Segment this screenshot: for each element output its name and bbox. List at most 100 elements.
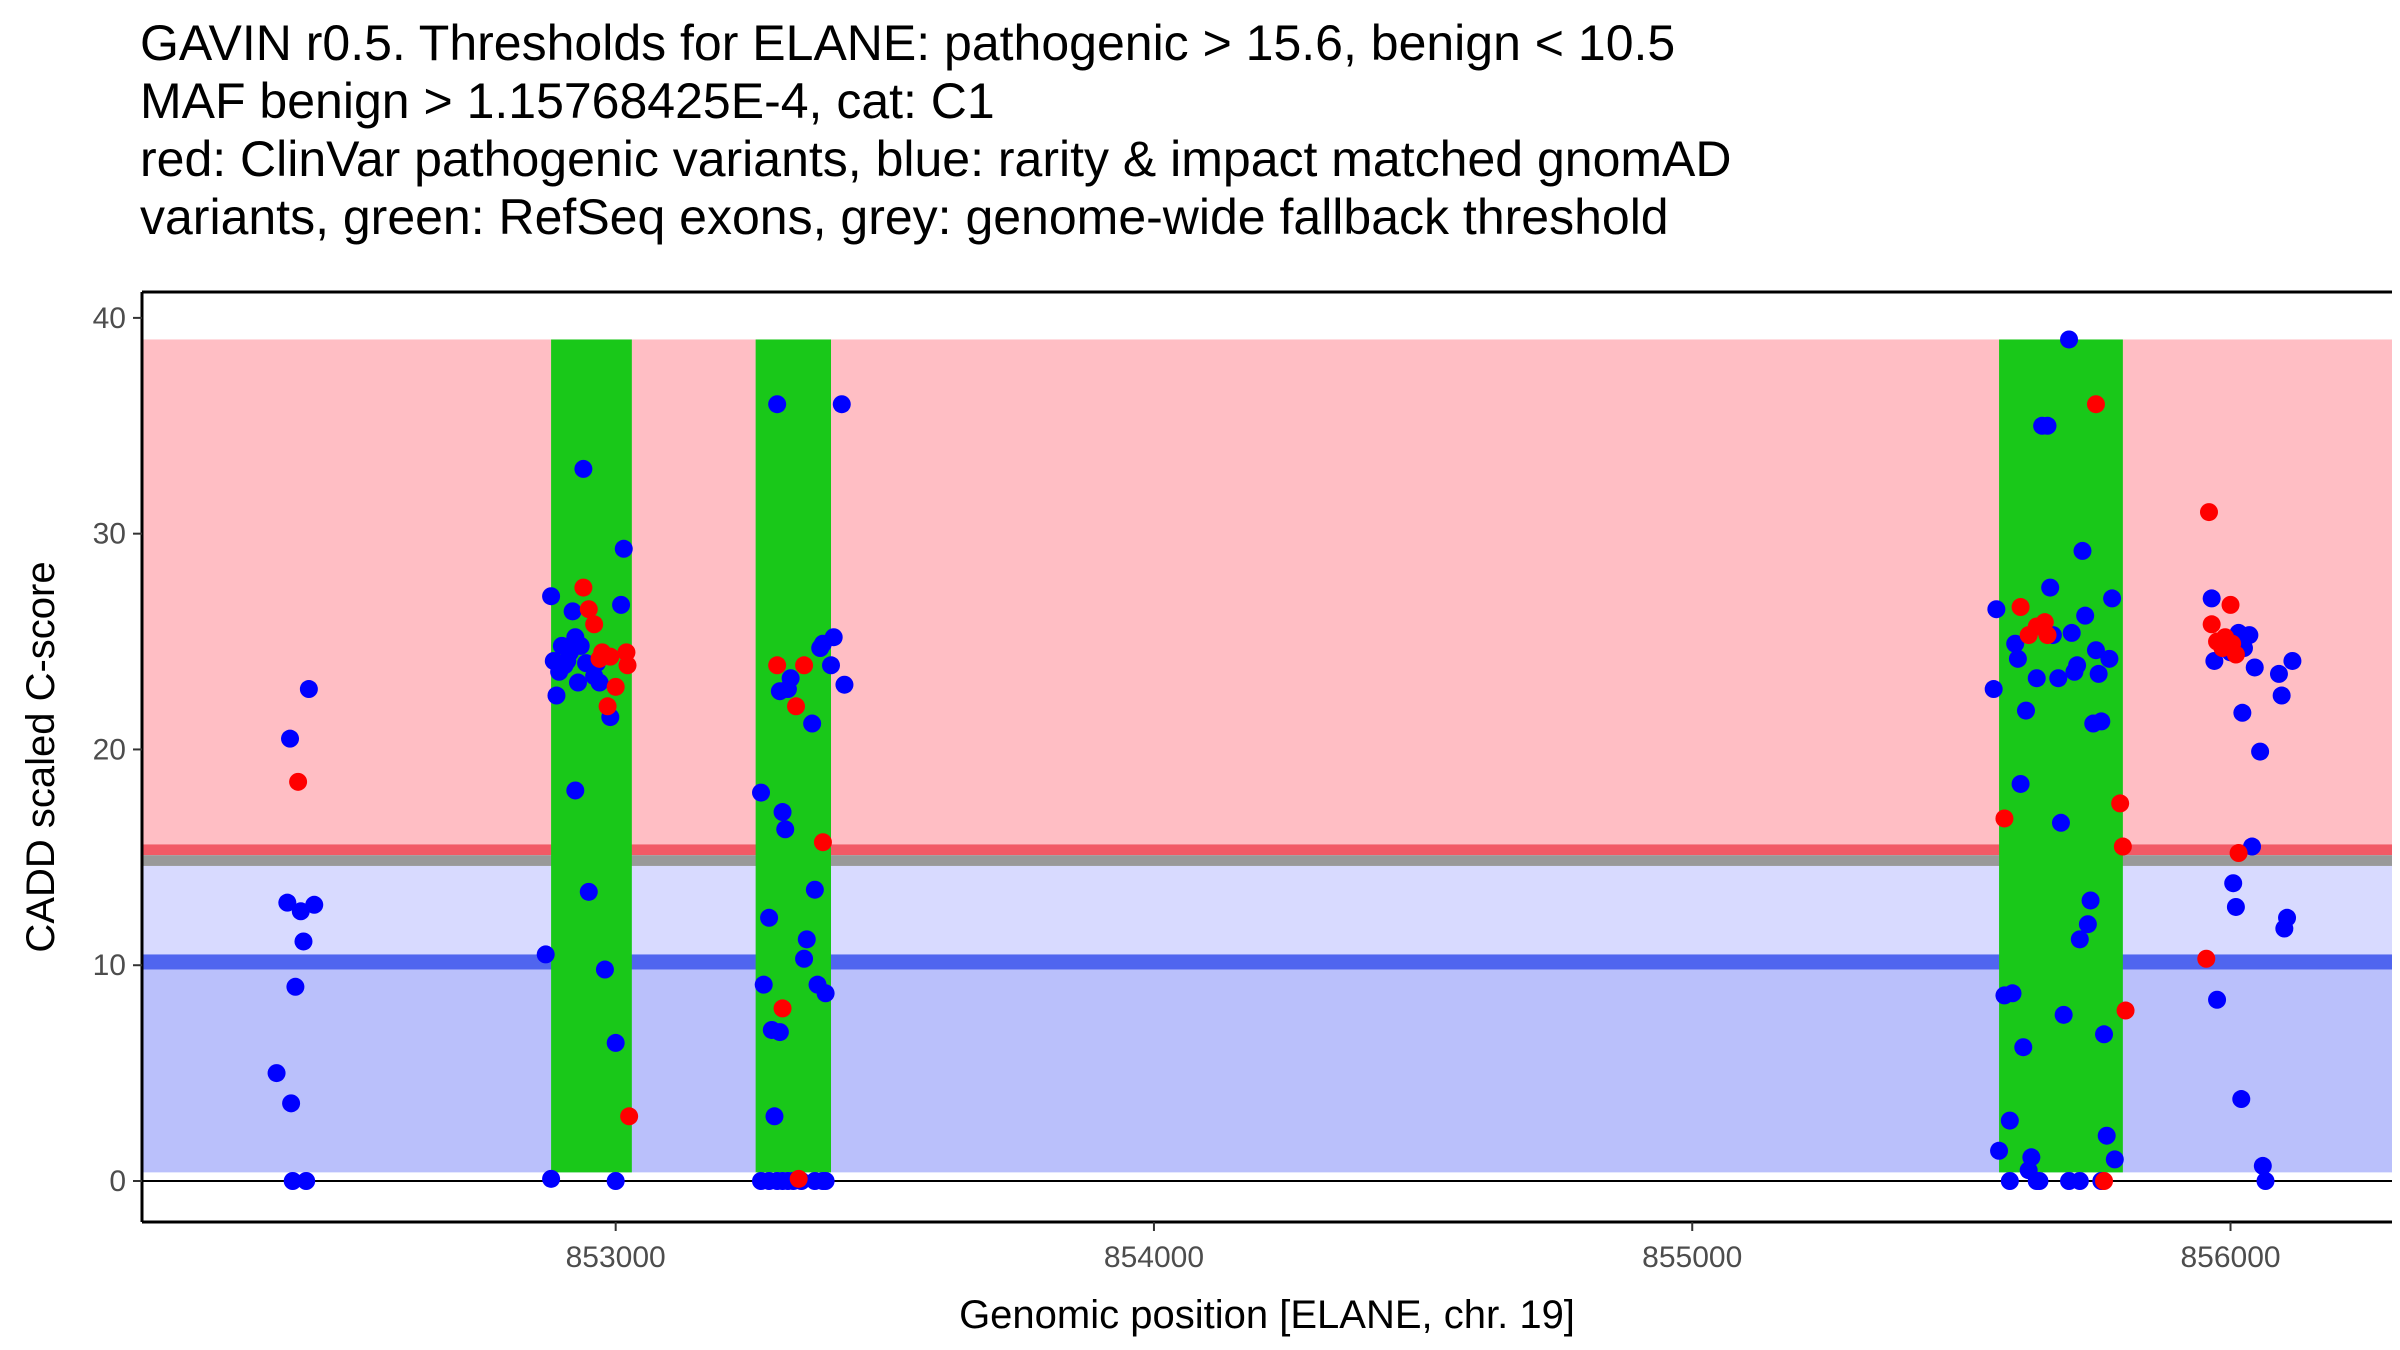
clinvar-point [813, 833, 832, 852]
gnomad-point [2006, 634, 2025, 653]
chart-title: GAVIN r0.5. Thresholds for ELANE: pathog… [140, 14, 1731, 246]
gnomad-point [754, 975, 773, 994]
gnomad-point [2097, 1126, 2116, 1145]
gnomad-point [2226, 897, 2245, 916]
gnomad-point [2205, 651, 2224, 670]
pathogenic-threshold-band [142, 844, 2392, 856]
gnomad-point [595, 960, 614, 979]
gnomad-point [299, 680, 318, 699]
gnomad-point [2070, 1172, 2089, 1191]
clinvar-point [606, 677, 625, 696]
gnomad-point [2022, 1148, 2041, 1167]
gnomad-point [832, 395, 851, 414]
x-tick-label: 855000 [1642, 1241, 1742, 1274]
gnomad-point [569, 673, 588, 692]
gnomad-point [773, 803, 792, 822]
gnomad-point [2232, 1090, 2251, 1109]
clinvar-point [2226, 645, 2245, 664]
gnomad-point [2060, 330, 2079, 349]
gnomad-point [2038, 416, 2057, 435]
gnomad-point [2070, 930, 2089, 949]
gnomad-point-series [267, 330, 2302, 1191]
gnomad-point [2272, 686, 2291, 705]
gnomad-point [803, 714, 822, 733]
gnomad-point [278, 893, 297, 912]
clinvar-point [598, 697, 617, 716]
gnomad-point [2014, 1038, 2033, 1057]
gnomad-point [571, 636, 590, 655]
y-tick-label: 20 [93, 733, 126, 766]
clinvar-point [2202, 615, 2221, 634]
title-line-4: variants, green: RefSeq exons, grey: gen… [140, 189, 1669, 245]
gnomad-point [2233, 703, 2252, 722]
gnomad-point [281, 729, 300, 748]
gnomad-point [267, 1064, 286, 1083]
clinvar-point [768, 656, 787, 675]
gnomad-point [768, 395, 787, 414]
clinvar-point [620, 1107, 639, 1126]
clinvar-point [789, 1169, 808, 1188]
clinvar-point [795, 656, 814, 675]
clinvar-point [1995, 809, 2014, 828]
clinvar-point [289, 772, 308, 791]
gnomad-point [614, 539, 633, 558]
gnomad-point [2103, 589, 2122, 608]
clinvar-point [787, 697, 806, 716]
fallback-threshold-band [142, 855, 2392, 866]
axes: 0 10 20 30 40 853000 854000 855000 856000 [93, 290, 2392, 1274]
clinvar-point [2038, 626, 2057, 645]
gnomad-point [612, 595, 631, 614]
clinvar-point [2111, 794, 2130, 813]
gnomad-point [606, 1033, 625, 1052]
data-points [267, 330, 2302, 1191]
clinvar-point [2199, 503, 2218, 522]
gnomad-point [805, 880, 824, 899]
clinvar-point [2229, 844, 2248, 863]
gnomad-point [2253, 1156, 2272, 1175]
gnomad-point [770, 1023, 789, 1042]
clinvar-point [2116, 1001, 2135, 1020]
gnomad-point [2251, 742, 2270, 761]
clinvar-point [617, 643, 636, 662]
gnomad-point [2240, 626, 2259, 645]
x-tick-label: 856000 [2180, 1241, 2280, 1274]
x-axis-title: Genomic position [ELANE, chr. 19] [959, 1293, 1575, 1337]
gnomad-point [795, 949, 814, 968]
clinvar-point [590, 649, 609, 668]
gnomad-point [760, 908, 779, 927]
y-tick-label: 10 [93, 949, 126, 982]
gnomad-point [781, 669, 800, 688]
gnomad-point [282, 1094, 301, 1113]
gnomad-point [2224, 874, 2243, 893]
gnomad-point [752, 783, 771, 802]
clinvar-point [585, 615, 604, 634]
gnomad-point [2027, 1172, 2046, 1191]
y-tick-label: 40 [93, 302, 126, 335]
benign-threshold-band [142, 954, 2392, 970]
gnomad-point [2078, 915, 2097, 934]
gnomad-point [574, 459, 593, 478]
gnomad-point [606, 1172, 625, 1191]
title-line-2: MAF benign > 1.15768425E-4, cat: C1 [140, 73, 995, 129]
gnomad-point [2000, 1172, 2019, 1191]
gnomad-point [2095, 1025, 2114, 1044]
gnomad-point [542, 587, 561, 606]
gnomad-point [305, 895, 324, 914]
gnomad-point [2041, 578, 2060, 597]
gnomad-point [547, 686, 566, 705]
gnomad-point [776, 820, 795, 839]
clinvar-point [574, 578, 593, 597]
gnomad-point [2062, 623, 2081, 642]
gnomad-point [2278, 908, 2297, 927]
gnomad-point [2068, 656, 2087, 675]
x-tick-label: 854000 [1104, 1241, 1204, 1274]
exon-region-2 [755, 339, 831, 1173]
y-tick-label: 30 [93, 518, 126, 551]
gnomad-point [765, 1107, 784, 1126]
clinvar-point [579, 600, 598, 619]
gnomad-point [2076, 606, 2095, 625]
title-line-3: red: ClinVar pathogenic variants, blue: … [140, 131, 1732, 187]
title-line-1: GAVIN r0.5. Thresholds for ELANE: pathog… [140, 15, 1676, 71]
gnomad-point [2245, 658, 2264, 677]
